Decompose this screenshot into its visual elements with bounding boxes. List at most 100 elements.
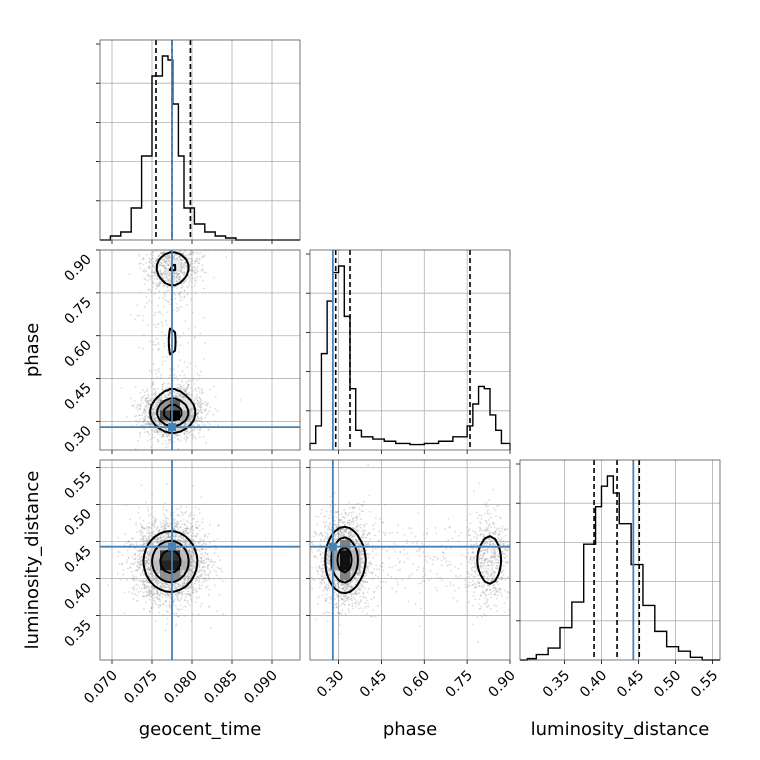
sample-point — [194, 582, 196, 585]
panel-background — [100, 40, 300, 240]
sample-point — [143, 586, 146, 588]
sample-point — [178, 272, 180, 275]
sample-point — [159, 430, 162, 433]
sample-point — [200, 560, 203, 563]
sample-point — [145, 538, 148, 541]
sample-point — [153, 587, 156, 590]
sample-point — [151, 494, 153, 497]
sample-point — [146, 301, 149, 304]
sample-point — [156, 579, 158, 582]
sample-point — [154, 250, 156, 253]
sample-point — [183, 432, 186, 435]
sample-point — [173, 536, 176, 539]
sample-point — [179, 584, 182, 587]
sample-point — [176, 383, 179, 386]
sample-point — [197, 399, 199, 402]
sample-point — [194, 271, 196, 274]
sample-point — [145, 578, 148, 581]
sample-point — [195, 413, 198, 416]
sample-point — [142, 401, 144, 404]
sample-point — [137, 346, 140, 349]
sample-point — [148, 267, 151, 270]
sample-point — [157, 530, 160, 532]
sample-point — [141, 538, 144, 541]
sample-point — [179, 591, 182, 594]
sample-point — [182, 537, 185, 540]
sample-point — [182, 388, 185, 391]
sample-point — [137, 421, 140, 424]
sample-point — [200, 587, 202, 590]
sample-point — [183, 615, 186, 617]
sample-point — [181, 370, 184, 373]
sample-point — [193, 242, 195, 244]
sample-point — [138, 550, 141, 552]
sample-point — [147, 403, 150, 406]
sample-point — [188, 594, 191, 597]
hist-panel-geocent_time — [96, 39, 301, 244]
sample-point — [142, 549, 145, 551]
sample-point — [156, 421, 159, 423]
sample-point — [147, 581, 150, 584]
sample-point — [198, 396, 201, 399]
sample-point — [195, 279, 198, 282]
sample-point — [195, 526, 198, 529]
sample-point — [175, 533, 178, 536]
sample-point — [143, 283, 146, 286]
sample-point — [201, 402, 204, 405]
sample-point — [141, 531, 144, 534]
sample-point — [167, 534, 170, 536]
sample-point — [158, 414, 160, 417]
sample-point — [107, 584, 110, 587]
sample-point — [154, 420, 157, 423]
sample-point — [155, 282, 157, 285]
sample-point — [191, 525, 194, 528]
sample-point — [147, 421, 150, 423]
sample-point — [153, 414, 156, 417]
sample-point — [209, 627, 212, 629]
sample-point — [159, 600, 162, 603]
sample-point — [165, 254, 168, 257]
sample-point — [200, 548, 203, 550]
sample-point — [165, 299, 168, 302]
sample-point — [144, 405, 147, 408]
sample-point — [176, 525, 178, 528]
sample-point — [191, 562, 194, 565]
sample-point — [139, 560, 142, 562]
sample-point — [190, 556, 193, 559]
sample-point — [159, 270, 162, 273]
sample-point — [209, 388, 212, 391]
sample-point — [156, 592, 159, 595]
sample-point — [204, 410, 207, 413]
sample-point — [179, 392, 182, 395]
sample-point — [166, 537, 169, 540]
sample-point — [148, 531, 151, 534]
sample-point — [182, 539, 185, 542]
sample-point — [197, 432, 200, 435]
sample-point — [167, 533, 169, 536]
sample-point — [174, 593, 177, 596]
sample-point — [156, 539, 159, 542]
sample-point — [207, 533, 210, 535]
sample-point — [189, 587, 192, 589]
sample-point — [209, 569, 212, 572]
sample-point — [193, 588, 196, 591]
sample-point — [194, 601, 197, 604]
sample-point — [198, 579, 201, 582]
sample-point — [192, 570, 195, 573]
sample-point — [168, 255, 171, 257]
sample-point — [188, 530, 191, 533]
sample-point — [186, 286, 189, 289]
sample-point — [144, 399, 146, 402]
sample-point — [148, 369, 151, 372]
sample-point — [191, 260, 194, 263]
sample-point — [196, 260, 199, 263]
sample-point — [143, 306, 146, 309]
sample-point — [160, 436, 163, 438]
sample-point — [201, 411, 204, 414]
sample-point — [153, 599, 156, 602]
sample-point — [167, 264, 170, 267]
sample-point — [203, 570, 206, 573]
sample-point — [142, 424, 145, 427]
sample-point — [139, 534, 142, 537]
sample-point — [176, 523, 179, 526]
